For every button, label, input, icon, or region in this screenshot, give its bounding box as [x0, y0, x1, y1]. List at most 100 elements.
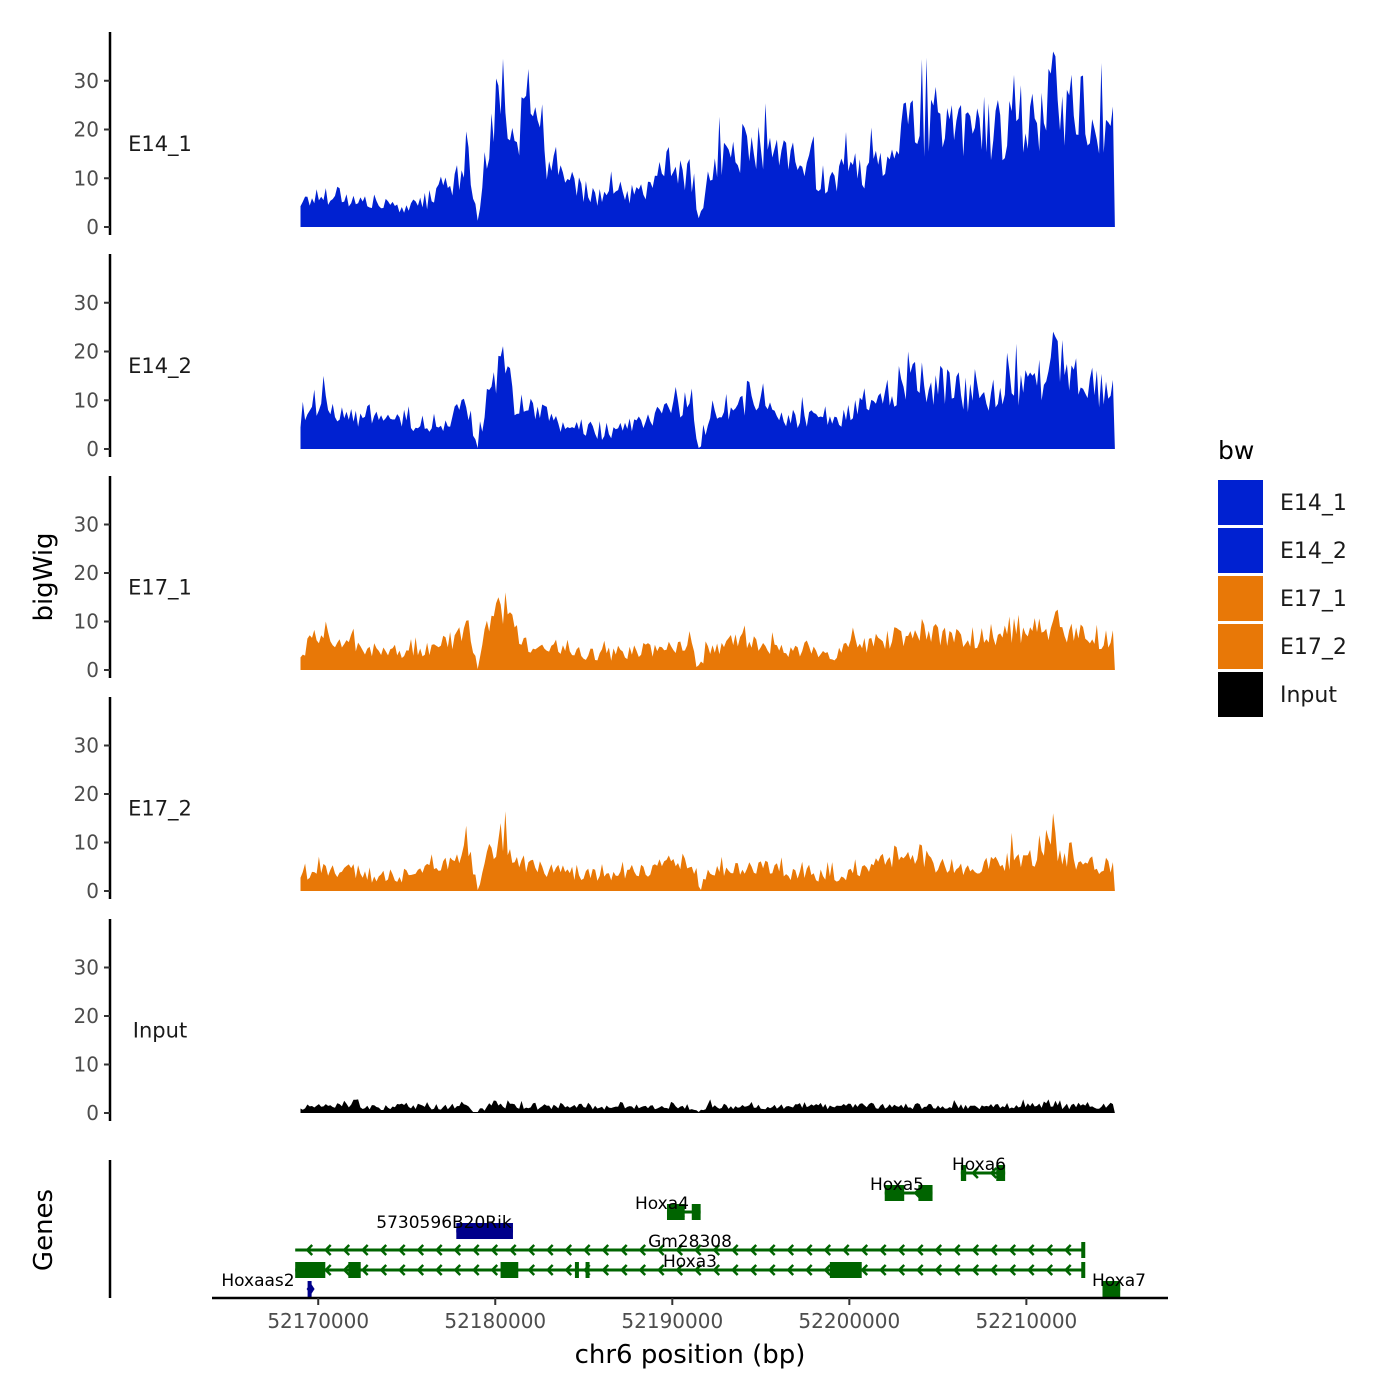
exon — [1102, 1281, 1121, 1297]
strand-arrow — [860, 1264, 869, 1276]
x-axis: 52170000 52180000 52190000 52200000 52210000 — [212, 1296, 1168, 1333]
strand-arrow — [915, 1264, 924, 1276]
y-tick-label: 20 — [74, 782, 99, 806]
gene-label: Hoxa4 — [635, 1194, 689, 1214]
strand-arrow — [693, 1264, 702, 1276]
strand-arrow — [564, 1244, 573, 1256]
x-axis-title: chr6 position (bp) — [575, 1340, 806, 1370]
legend-item-e17-1: E17_1 — [1218, 576, 1347, 621]
legend-swatch — [1218, 480, 1263, 525]
exon — [666, 1204, 685, 1220]
strand-arrow — [453, 1244, 462, 1256]
y-axis-title: bigWig — [29, 532, 59, 621]
strand-arrow — [490, 1244, 499, 1256]
strand-arrow — [804, 1264, 813, 1276]
x-tick-label: 52190000 — [621, 1309, 723, 1333]
legend-item-e17-2: E17_2 — [1218, 624, 1347, 669]
strand-arrow — [675, 1264, 684, 1276]
exon — [1081, 1242, 1086, 1258]
strand-arrow — [934, 1264, 943, 1276]
y-tick-label: 10 — [74, 831, 99, 855]
gene-label: 5730596B20Rik — [376, 1213, 512, 1233]
gene-label: Hoxa5 — [870, 1175, 924, 1195]
track-label: E17_1 — [128, 576, 192, 601]
strand-arrow — [823, 1264, 832, 1276]
legend-swatch — [1218, 672, 1263, 717]
strand-arrow — [360, 1264, 369, 1276]
track-e17-1: 0 10 20 30 E17_1 — [74, 476, 1115, 682]
strand-arrow — [323, 1244, 332, 1256]
coverage-area — [300, 331, 1115, 449]
strand-arrow — [323, 1264, 332, 1276]
strand-arrow — [1026, 1264, 1035, 1276]
x-tick-label: 52180000 — [444, 1309, 546, 1333]
strand-arrow — [989, 1264, 998, 1276]
gene-label: Hoxa6 — [952, 1155, 1006, 1175]
legend-label: E14_1 — [1280, 491, 1347, 516]
genes-axis-title: Genes — [29, 1189, 59, 1271]
exon — [500, 1262, 519, 1278]
exon — [996, 1165, 1006, 1181]
strand-arrow — [878, 1264, 887, 1276]
strand-arrow — [1008, 1264, 1017, 1276]
strand-arrow — [823, 1244, 832, 1256]
strand-arrow — [767, 1264, 776, 1276]
strand-arrow — [1045, 1264, 1054, 1276]
coverage-area — [300, 1099, 1115, 1113]
coverage-area — [300, 51, 1115, 227]
strand-arrow — [730, 1244, 739, 1256]
strand-arrow — [730, 1264, 739, 1276]
strand-arrow — [1008, 1244, 1017, 1256]
strand-arrow — [656, 1264, 665, 1276]
legend-title: bw — [1218, 436, 1254, 465]
strand-arrow — [471, 1244, 480, 1256]
strand-arrow — [619, 1264, 628, 1276]
strand-arrow — [841, 1244, 850, 1256]
track-e17-2: 0 10 20 30 E17_2 — [74, 697, 1115, 903]
strand-arrow — [897, 1264, 906, 1276]
strand-arrow — [971, 1264, 980, 1276]
strand-arrow — [601, 1264, 610, 1276]
strand-arrow — [527, 1244, 536, 1256]
strand-arrow — [693, 1244, 702, 1256]
gene-label: Hoxaas2 — [221, 1271, 294, 1291]
y-tick-label: 10 — [74, 610, 99, 634]
y-tick-label: 10 — [74, 1053, 99, 1077]
strand-arrow — [878, 1244, 887, 1256]
strand-arrow — [619, 1244, 628, 1256]
legend-swatch — [1218, 576, 1263, 621]
legend-label: E14_2 — [1280, 539, 1347, 564]
legend-swatch — [1218, 624, 1263, 669]
y-tick-label: 20 — [74, 118, 99, 142]
coverage-area — [300, 811, 1115, 891]
y-tick-label: 20 — [74, 1004, 99, 1028]
strand-arrow — [416, 1244, 425, 1256]
gene-hoxa3: Hoxa3 — [295, 1252, 1086, 1278]
legend-item-input: Input — [1218, 672, 1337, 717]
x-tick-label: 52170000 — [267, 1309, 369, 1333]
strand-arrow — [767, 1244, 776, 1256]
strand-arrow — [804, 1244, 813, 1256]
strand-arrow — [601, 1244, 610, 1256]
strand-arrow — [749, 1264, 758, 1276]
gene-hoxaas2: Hoxaas2 — [221, 1271, 315, 1297]
strand-arrow — [379, 1264, 388, 1276]
strand-arrow — [786, 1264, 795, 1276]
legend-label: E17_2 — [1280, 635, 1347, 660]
strand-arrow — [434, 1244, 443, 1256]
strand-arrow — [342, 1264, 351, 1276]
strand-arrow — [1063, 1264, 1072, 1276]
strand-arrow — [397, 1264, 406, 1276]
strand-arrow — [453, 1264, 462, 1276]
legend: E14_1 E14_2 E17_1 E17_2 Input — [1218, 480, 1347, 717]
exon — [1081, 1262, 1086, 1278]
strand-arrow — [545, 1244, 554, 1256]
track-e14-2: 0 10 20 30 E14_2 — [74, 254, 1115, 461]
x-tick-label: 52210000 — [975, 1309, 1077, 1333]
exon — [918, 1185, 933, 1201]
gene-hoxa4: Hoxa4 — [635, 1194, 701, 1220]
strand-arrow — [897, 1244, 906, 1256]
y-tick-label: 0 — [86, 1101, 99, 1125]
